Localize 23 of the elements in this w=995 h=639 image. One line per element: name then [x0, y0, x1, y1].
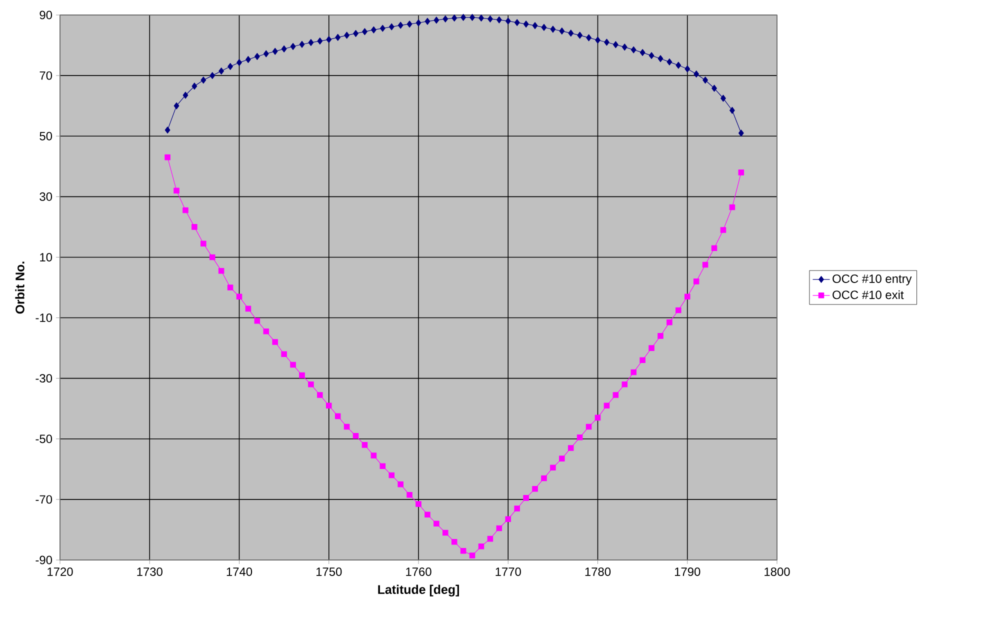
x-tick-label: 1770 — [496, 568, 521, 576]
x-axis-title: Latitude [deg] — [378, 584, 459, 596]
y-tick-label: 50 — [40, 132, 52, 140]
x-tick-label: 1720 — [48, 568, 73, 576]
y-tick-label: -90 — [36, 556, 52, 564]
legend-label: OCC #10 exit — [832, 290, 904, 300]
y-tick-label: 90 — [40, 10, 52, 20]
y-tick-label: -70 — [36, 495, 52, 504]
x-tick-label: 1750 — [316, 568, 342, 576]
x-tick-label: 1780 — [585, 568, 611, 576]
x-tick-label: 1730 — [137, 568, 162, 576]
legend-label: OCC #10 entry — [832, 274, 912, 286]
x-tick-label: 1760 — [406, 568, 432, 576]
x-tick-label: 1800 — [764, 568, 790, 576]
y-axis-title: Orbit No. — [15, 262, 24, 314]
y-tick-label: -30 — [36, 374, 52, 383]
x-tick-label: 1790 — [674, 568, 700, 576]
y-tick-label: -10 — [36, 314, 52, 322]
y-tick-label: -50 — [36, 434, 52, 444]
y-tick-label: 10 — [40, 252, 52, 262]
x-tick-label: 1740 — [226, 568, 252, 576]
y-tick-label: 70 — [40, 71, 52, 80]
y-tick-label: 30 — [40, 192, 52, 201]
